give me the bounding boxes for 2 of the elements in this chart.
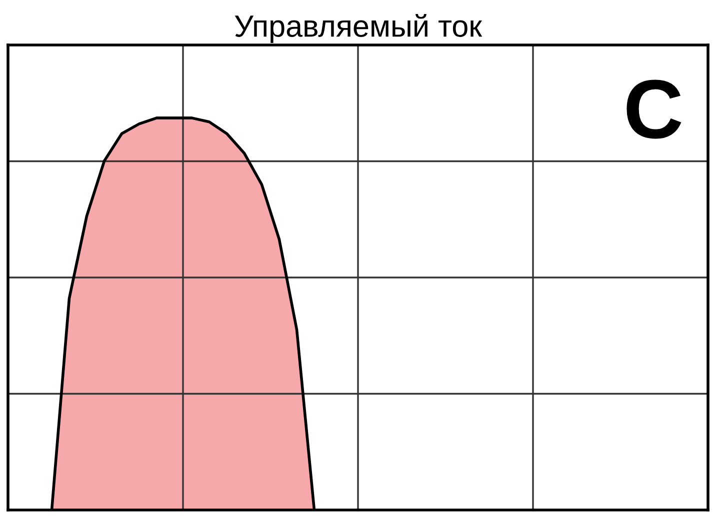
annotation: C [626,80,682,139]
chart-title: Управляемый ток [234,14,482,44]
